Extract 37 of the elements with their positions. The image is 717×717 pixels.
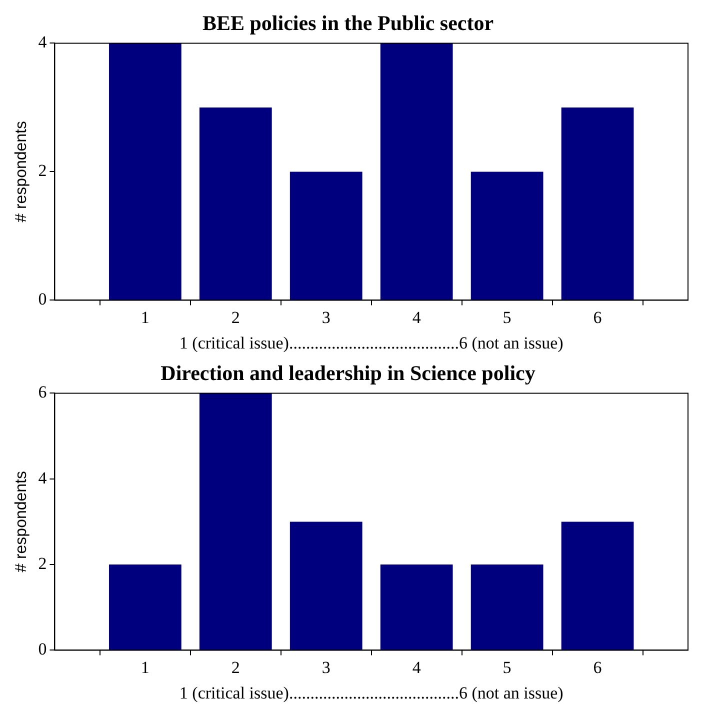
- y-tick-label: 2: [38, 161, 47, 180]
- y-axis-title: # respondents: [13, 470, 30, 572]
- bar: [380, 43, 453, 300]
- x-tick-label: 2: [231, 658, 240, 677]
- x-tick-label: 3: [322, 658, 330, 677]
- x-tick-label: 5: [502, 308, 512, 327]
- x-tick-label: 1: [140, 658, 150, 677]
- bar: [561, 522, 634, 650]
- bar: [470, 564, 544, 650]
- y-tick-label: 0: [38, 290, 47, 309]
- x-tick-label: 4: [412, 658, 422, 677]
- bar: [470, 172, 544, 300]
- bar: [108, 564, 182, 650]
- x-tick-label: 1: [140, 308, 150, 327]
- y-axis-title: # respondents: [13, 120, 30, 222]
- x-tick-label: 6: [593, 658, 602, 677]
- x-tick-label: 2: [231, 308, 240, 327]
- x-axis-title: 1 (critical issue)........................................6 (not an issue): [179, 333, 564, 352]
- x-tick-label: 3: [322, 308, 330, 327]
- y-tick-label: 2: [38, 554, 47, 573]
- bar: [561, 107, 634, 300]
- chart-title: BEE policies in the Public sector: [202, 11, 494, 36]
- bar: [380, 564, 453, 650]
- y-tick-label: 0: [38, 640, 47, 659]
- bar: [108, 43, 182, 300]
- x-axis-title: 1 (critical issue)........................................6 (not an issue): [179, 683, 564, 702]
- bar: [290, 522, 362, 650]
- x-tick-label: 4: [412, 308, 422, 327]
- bar: [199, 107, 272, 300]
- bar: [290, 172, 362, 300]
- bar: [199, 393, 272, 650]
- y-tick-label: 4: [38, 32, 48, 52]
- chart-title: Direction and leadership in Science policy: [160, 361, 536, 386]
- y-tick-label: 4: [38, 468, 48, 488]
- x-tick-label: 5: [502, 658, 512, 677]
- x-tick-label: 6: [593, 308, 602, 327]
- y-tick-label: 6: [38, 382, 47, 402]
